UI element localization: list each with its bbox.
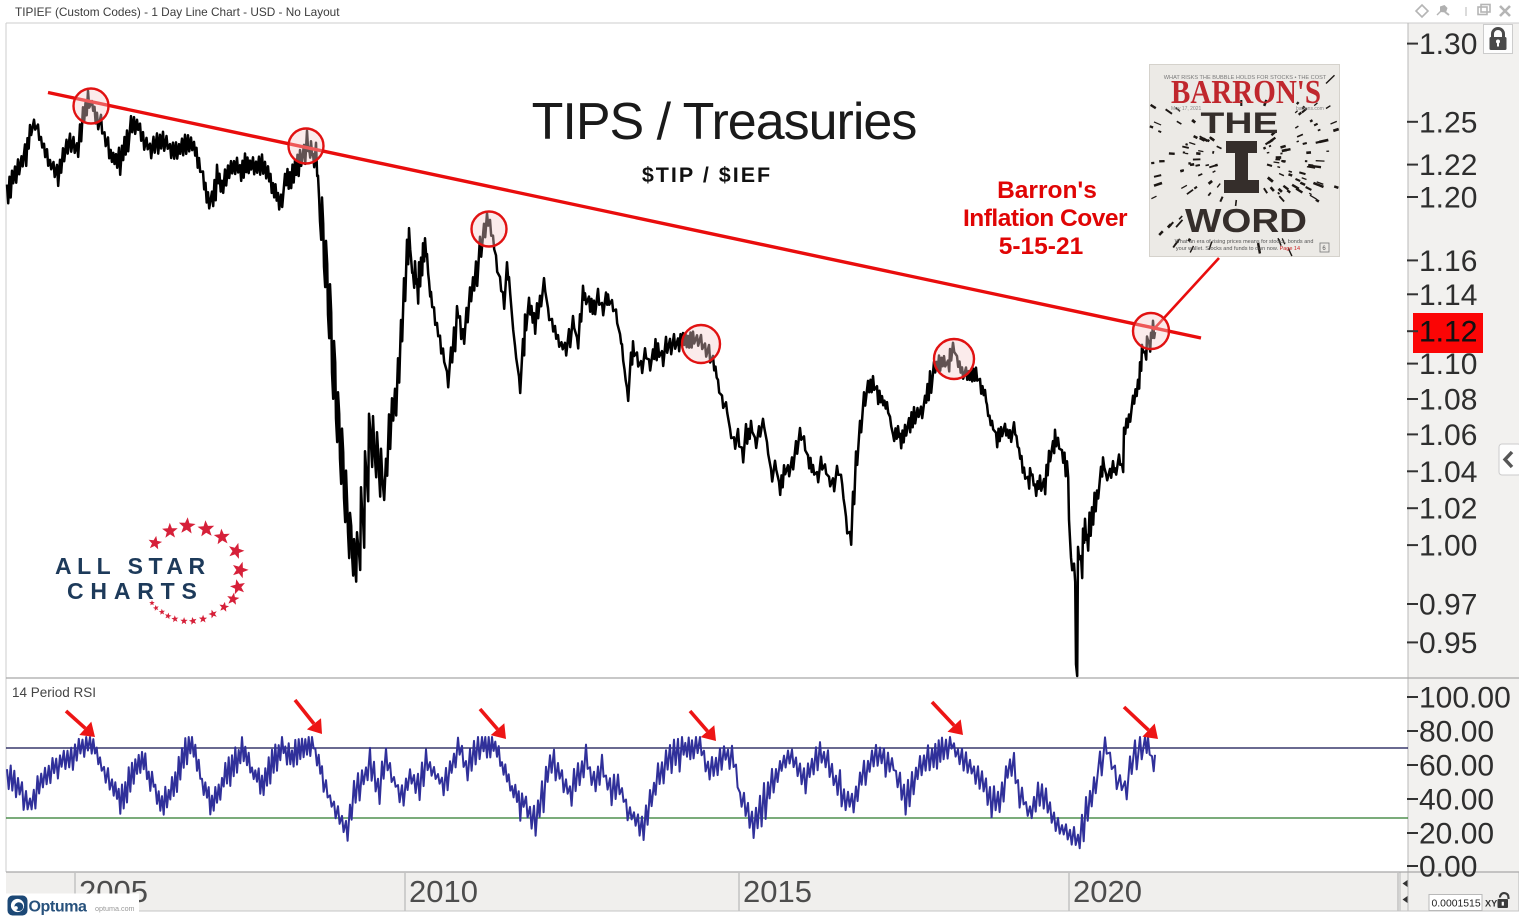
svg-text:1.00: 1.00	[1419, 530, 1477, 563]
svg-text:60.00: 60.00	[1419, 750, 1494, 783]
svg-text:CHARTS: CHARTS	[67, 578, 204, 604]
svg-text:0.0001515: 0.0001515	[1432, 899, 1481, 910]
svg-text:THE: THE	[1201, 107, 1279, 140]
svg-text:XY: XY	[1485, 899, 1497, 909]
svg-text:WHAT RISKS THE BUBBLE HOLDS FO: WHAT RISKS THE BUBBLE HOLDS FOR STOCKS •…	[1164, 75, 1327, 81]
svg-text:Barron's: Barron's	[997, 177, 1097, 204]
svg-text:What an era of rising prices m: What an era of rising prices means for s…	[1175, 239, 1314, 245]
svg-text:20.00: 20.00	[1419, 818, 1494, 851]
svg-text:40.00: 40.00	[1419, 784, 1494, 817]
svg-text:1.16: 1.16	[1419, 245, 1477, 278]
svg-text:1.10: 1.10	[1419, 348, 1477, 381]
svg-text:100.00: 100.00	[1419, 682, 1511, 715]
svg-text:Inflation Cover: Inflation Cover	[963, 205, 1128, 232]
svg-text:2015: 2015	[743, 874, 812, 909]
svg-text:optuma.com: optuma.com	[95, 904, 135, 913]
svg-text:your wallet. Stocks and funds: your wallet. Stocks and funds to own now…	[1176, 246, 1300, 252]
svg-text:14 Period RSI: 14 Period RSI	[12, 685, 96, 700]
svg-text:2010: 2010	[409, 874, 478, 909]
svg-text:1.06: 1.06	[1419, 419, 1477, 452]
svg-text:1.14: 1.14	[1419, 279, 1477, 312]
svg-text:1.22: 1.22	[1419, 149, 1477, 182]
svg-text:Optuma: Optuma	[29, 899, 88, 916]
svg-text:1.20: 1.20	[1419, 182, 1477, 215]
svg-text:TIPIEF (Custom Codes) - 1 Day: TIPIEF (Custom Codes) - 1 Day Line Chart…	[15, 5, 340, 19]
svg-text:6: 6	[1322, 246, 1326, 252]
svg-text:0.97: 0.97	[1419, 589, 1477, 622]
svg-text:ALL STAR: ALL STAR	[55, 553, 211, 579]
svg-text:1.12: 1.12	[1419, 316, 1477, 349]
svg-text:TIPS / Treasuries: TIPS / Treasuries	[532, 93, 917, 151]
svg-text:1.25: 1.25	[1419, 106, 1477, 139]
svg-text:1.12: 1.12	[1419, 316, 1477, 349]
svg-text:barrons.com: barrons.com	[1296, 106, 1324, 112]
svg-text:$TIP / $IEF: $TIP / $IEF	[642, 163, 772, 187]
svg-text:5-15-21: 5-15-21	[999, 233, 1083, 260]
svg-text:1.30: 1.30	[1419, 28, 1477, 61]
svg-text:1.08: 1.08	[1419, 384, 1477, 417]
svg-text:1.04: 1.04	[1419, 456, 1477, 489]
svg-text:WORD: WORD	[1185, 202, 1307, 239]
svg-text:80.00: 80.00	[1419, 716, 1494, 749]
svg-text:BARRON'S: BARRON'S	[1171, 74, 1321, 111]
svg-text:May 17, 2021: May 17, 2021	[1171, 106, 1202, 112]
svg-text:0.00: 0.00	[1419, 851, 1477, 884]
svg-text:0.95: 0.95	[1419, 627, 1477, 660]
svg-text:1.02: 1.02	[1419, 493, 1477, 526]
svg-text:2020: 2020	[1073, 874, 1142, 909]
